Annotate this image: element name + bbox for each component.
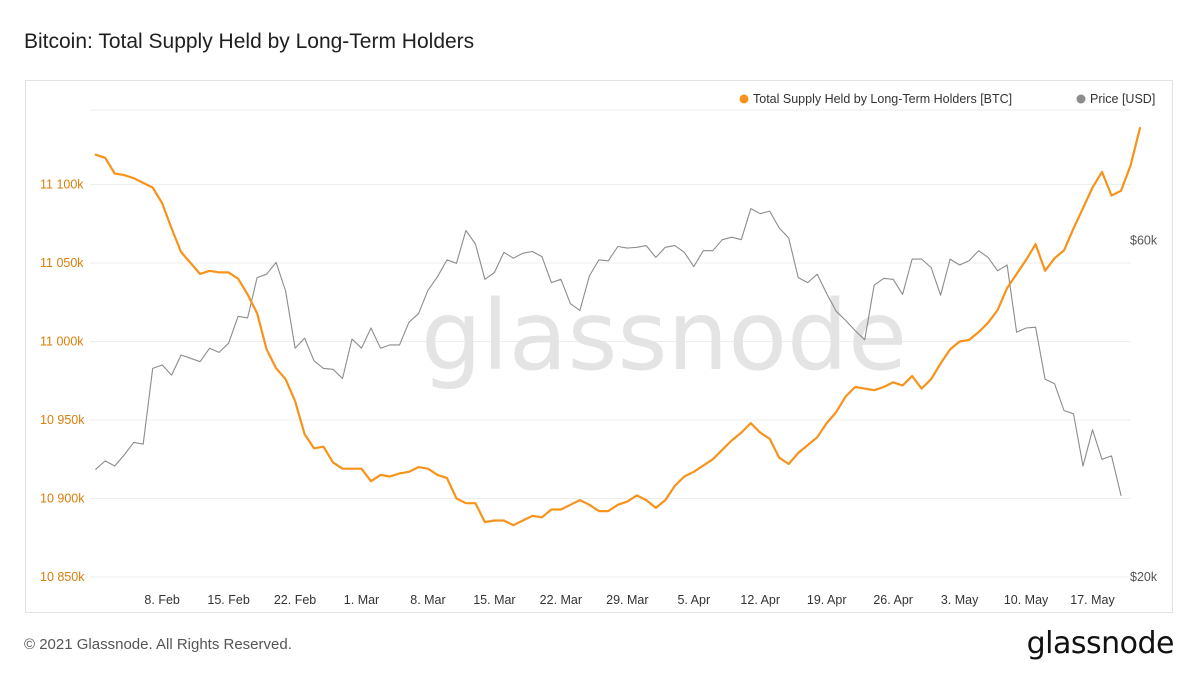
page-title: Bitcoin: Total Supply Held by Long-Term … bbox=[24, 30, 475, 53]
x-axis-tick-label: 10. May bbox=[1004, 593, 1049, 607]
left-axis-tick-label: 11 000k bbox=[40, 335, 84, 349]
x-axis-tick-label: 15. Feb bbox=[207, 593, 249, 607]
supply-series-line[interactable] bbox=[94, 126, 1142, 527]
x-axis-ticks: 8. Feb 15. Feb 22. Feb 1. Mar 8. Mar 15. Mar 2… bbox=[144, 593, 1115, 607]
x-axis-tick-label: 22. Mar bbox=[540, 593, 582, 607]
left-axis-tick-label: 10 950k bbox=[40, 413, 85, 427]
legend-dot-price bbox=[1076, 94, 1086, 104]
right-axis-tick-label: $60k bbox=[1130, 234, 1158, 248]
left-axis-tick-label: 11 100k bbox=[40, 178, 84, 192]
chart-frame: glassnode Total Supply Held by Long-Term… bbox=[25, 80, 1173, 613]
x-axis-tick-label: 3. May bbox=[941, 593, 979, 607]
x-axis-tick-label: 19. Apr bbox=[807, 593, 847, 607]
series-layer bbox=[94, 126, 1142, 527]
x-axis-tick-label: 17. May bbox=[1070, 593, 1115, 607]
price-series-line[interactable] bbox=[95, 208, 1122, 496]
x-axis-tick-label: 15. Mar bbox=[473, 593, 515, 607]
chart-svg: glassnode Total Supply Held by Long-Term… bbox=[40, 92, 1158, 607]
left-axis-tick-label: 11 050k bbox=[40, 256, 84, 270]
legend-label-price[interactable]: Price [USD] bbox=[1090, 92, 1155, 106]
x-axis-tick-label: 5. Apr bbox=[677, 593, 710, 607]
left-axis-tick-label: 10 850k bbox=[40, 570, 85, 584]
right-axis-tick-label: $20k bbox=[1130, 570, 1158, 584]
x-axis-tick-label: 26. Apr bbox=[873, 593, 913, 607]
x-axis-tick-label: 8. Mar bbox=[410, 593, 445, 607]
watermark-text: glassnode bbox=[421, 280, 907, 392]
chart-legend[interactable]: Total Supply Held by Long-Term Holders [… bbox=[739, 92, 1156, 106]
legend-dot-supply bbox=[739, 94, 749, 104]
left-axis-ticks: 10 850k 10 900k 10 950k 11 000k 11 050k 11 10… bbox=[40, 178, 85, 585]
x-axis-tick-label: 1. Mar bbox=[344, 593, 379, 607]
legend-label-supply[interactable]: Total Supply Held by Long-Term Holders [… bbox=[753, 92, 1012, 106]
x-axis-tick-label: 22. Feb bbox=[274, 593, 316, 607]
x-axis-tick-label: 29. Mar bbox=[606, 593, 648, 607]
x-axis-tick-label: 12. Apr bbox=[740, 593, 780, 607]
glassnode-logo[interactable]: glassnode bbox=[1026, 626, 1175, 661]
copyright-text: © 2021 Glassnode. All Rights Reserved. bbox=[24, 636, 292, 653]
x-axis-tick-label: 8. Feb bbox=[144, 593, 179, 607]
right-axis-ticks: $20k $60k bbox=[1130, 234, 1158, 584]
left-axis-tick-label: 10 900k bbox=[40, 492, 85, 506]
